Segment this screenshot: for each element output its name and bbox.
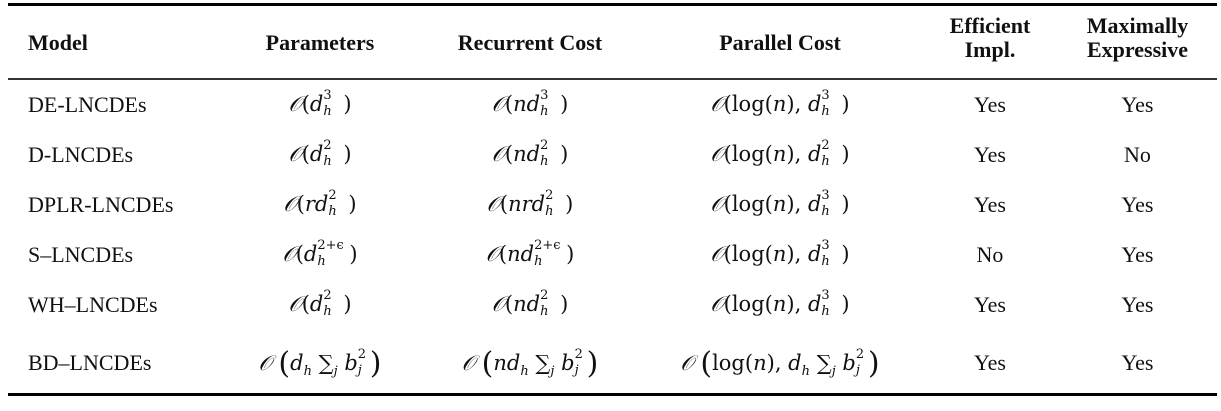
row-wh-parameters: 𝒪(d 2 h) [288, 288, 352, 319]
row-d-recurrent-cost: 𝒪(nd 2 h) [491, 138, 569, 169]
row-dplr-recurrent-cost: 𝒪(nrd 2 h) [486, 188, 574, 219]
row-bd-parameters: 𝒪 (dh ∑j b 2 j) [258, 346, 382, 381]
row-bd-recurrent-cost: 𝒪 (ndh ∑j b 2 j) [461, 346, 599, 381]
header-efficient-impl: Efficient Impl. [925, 14, 1055, 62]
row-wh-parallel-cost: 𝒪(log(n), d 3 h) [710, 288, 850, 319]
bottom-rule [8, 393, 1217, 396]
row-d-model: D-LNCDEs [28, 142, 134, 167]
row-bd-efficient-impl: Yes [973, 350, 1006, 375]
header-recurrent-cost: Recurrent Cost [457, 30, 603, 55]
row-dplr-parameters: 𝒪(rd 2 h) [283, 188, 357, 219]
row-d-parallel-cost: 𝒪(log(n), d 2 h) [710, 138, 850, 169]
row-d-efficient-impl: Yes [973, 142, 1006, 167]
row-s-recurrent-cost: 𝒪(nd 2+ϵ h) [485, 238, 575, 269]
row-de-parallel-cost: 𝒪(log(n), d 3 h) [710, 88, 850, 119]
row-d-parameters: 𝒪(d 2 h) [288, 138, 352, 169]
header-maximally-expressive-line2: Expressive [1086, 37, 1189, 62]
header-rule [8, 78, 1217, 80]
row-dplr-efficient-impl: Yes [973, 192, 1006, 217]
row-de-efficient-impl: Yes [973, 92, 1006, 117]
row-de-parameters: 𝒪(d 3 h) [288, 88, 352, 119]
row-wh-recurrent-cost: 𝒪(nd 2 h) [491, 288, 569, 319]
row-s-efficient-impl: No [976, 242, 1004, 267]
row-de-model: DE-LNCDEs [28, 92, 147, 117]
header-parameters: Parameters [265, 30, 375, 55]
top-rule [8, 3, 1217, 6]
row-wh-model: WH–LNCDEs [28, 292, 158, 317]
header-parallel-cost: Parallel Cost [719, 30, 841, 55]
row-s-parameters: 𝒪(d 2+ϵ h) [282, 238, 358, 269]
header-model: Model [28, 30, 88, 55]
row-wh-maximally-expressive: Yes [1121, 292, 1154, 317]
row-dplr-model: DPLR-LNCDEs [28, 192, 174, 217]
row-s-model: S–LNCDEs [28, 242, 134, 267]
row-s-parallel-cost: 𝒪(log(n), d 3 h) [710, 238, 850, 269]
row-de-maximally-expressive: Yes [1121, 92, 1154, 117]
row-d-maximally-expressive: No [1124, 142, 1151, 167]
header-efficient-impl-line1: Efficient [949, 13, 1031, 38]
row-dplr-parallel-cost: 𝒪(log(n), d 3 h) [710, 188, 850, 219]
row-s-maximally-expressive: Yes [1121, 242, 1154, 267]
row-bd-model: BD–LNCDEs [28, 350, 152, 375]
header-efficient-impl-line2: Impl. [964, 37, 1016, 62]
row-wh-efficient-impl: Yes [973, 292, 1006, 317]
row-bd-maximally-expressive: Yes [1121, 350, 1154, 375]
row-bd-parallel-cost: 𝒪 (log(n), dh ∑j b 2 j) [680, 346, 880, 381]
row-dplr-maximally-expressive: Yes [1121, 192, 1154, 217]
header-maximally-expressive-line1: Maximally [1086, 13, 1189, 38]
row-de-recurrent-cost: 𝒪(nd 3 h) [491, 88, 569, 119]
header-maximally-expressive: Maximally Expressive [1065, 14, 1210, 62]
